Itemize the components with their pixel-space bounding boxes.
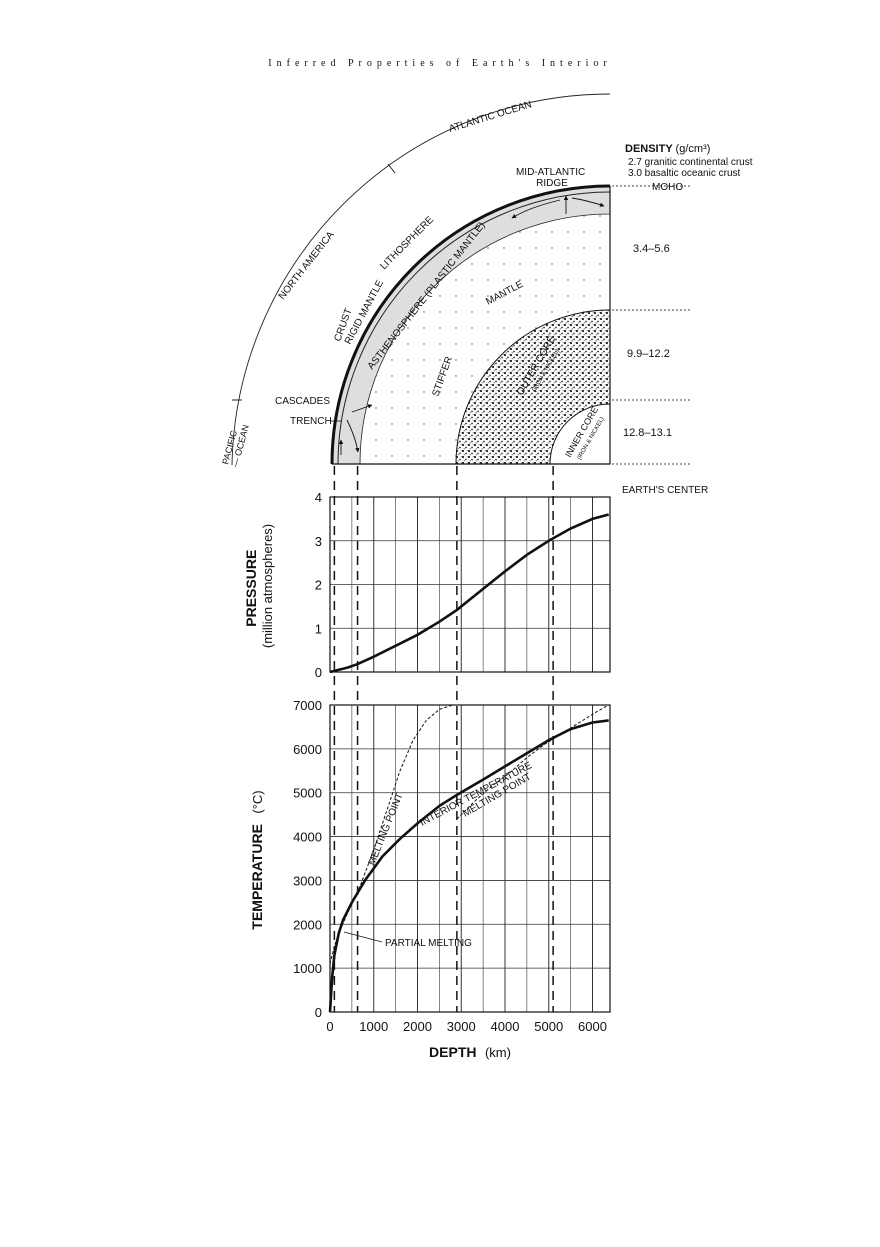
cascades-label: CASCADES <box>275 396 330 407</box>
boundary-dashed-lines <box>333 466 554 1012</box>
density-continental: 2.7 granitic continental crust <box>628 157 753 168</box>
plot-frame <box>329 496 611 673</box>
temperature-chart: 0 1000 2000 3000 4000 5000 6000 7000 0 1000 2000 30… <box>293 698 611 1034</box>
density-outer-core: 9.9–12.2 <box>627 348 670 360</box>
temperature-axis-title: TEMPERATURE (°C) <box>249 790 266 929</box>
page-title: Inferred Properties of Earth's Interior <box>268 58 612 69</box>
y-tick-label: 7000 <box>293 698 322 713</box>
depth-axis-title: DEPTH (km) <box>429 1044 511 1061</box>
x-tick-label: 1000 <box>359 1019 388 1034</box>
earths-center-label: EARTH'S CENTER <box>622 485 708 496</box>
x-tick-label: 0 <box>326 1019 333 1034</box>
surface-arc <box>231 93 611 466</box>
depth-axis-unit: (km) <box>485 1045 511 1060</box>
mid-atlantic-ridge-label: MID-ATLANTIC RIDGE <box>516 167 588 189</box>
y-tick-label: 1 <box>315 621 322 636</box>
pacific-ocean-label: PACIFIC — OCEAN <box>220 421 251 468</box>
interior-temperature-label: INTERIOR TEMPERATURE <box>418 760 534 829</box>
pressure-axis-label: PRESSURE <box>243 550 259 627</box>
x-tick-label: 3000 <box>447 1019 476 1034</box>
y-tick-label: 3 <box>315 534 322 549</box>
pressure-axis-unit: (million atmospheres) <box>260 524 275 648</box>
series-line-0 <box>329 513 610 674</box>
cascades-arrow <box>351 404 373 413</box>
y-tick-label: 4 <box>315 490 322 505</box>
temperature-axis-label: TEMPERATURE <box>249 824 265 930</box>
y-tick-label: 5000 <box>293 786 322 801</box>
density-mantle: 3.4–5.6 <box>633 243 670 255</box>
y-tick-label: 4000 <box>293 830 322 845</box>
y-tick-label: 2 <box>315 578 322 593</box>
density-unit: (g/cm³) <box>676 143 711 155</box>
y-tick-label: 0 <box>315 1005 322 1020</box>
melting-point-mantle-label: MELTING POINT <box>367 792 406 868</box>
subduction-arrow-down <box>346 419 360 453</box>
ridge-line1: MID-ATLANTIC <box>516 167 585 178</box>
earth-cross-section: ATLANTIC OCEAN NORTH AMERICA PACIFIC — O… <box>220 93 753 496</box>
density-inner-core: 12.8–13.1 <box>623 427 672 439</box>
series-line-2 <box>456 704 609 820</box>
moho-label: MOHO <box>652 182 683 193</box>
density-title: DENSITY (g/cm³) <box>625 143 710 155</box>
north-america-label: NORTH AMERICA <box>277 229 337 302</box>
x-tick-label: 5000 <box>534 1019 563 1034</box>
crust-edge <box>330 184 611 465</box>
plot-frame <box>329 704 611 1013</box>
x-tick-label: 6000 <box>578 1019 607 1034</box>
ridge-arrow-right <box>571 197 605 207</box>
temperature-axis-unit: (°C) <box>250 790 265 813</box>
x-tick-label: 2000 <box>403 1019 432 1034</box>
pressure-chart: 0 1 2 3 4 <box>315 490 611 680</box>
partial-melting-pointer <box>343 931 383 943</box>
na-atlantic-divider <box>387 163 396 174</box>
charts-group: 0 1 2 3 4 0 1000 2000 3000 4000 5000 6000 7000 0 1000… <box>243 466 611 1061</box>
ridge-arrow-left <box>511 199 561 219</box>
depth-axis-label: DEPTH <box>429 1044 476 1060</box>
trench-label: TRENCH <box>290 416 332 427</box>
y-tick-label: 6000 <box>293 742 322 757</box>
density-title-text: DENSITY <box>625 143 673 155</box>
y-tick-label: 0 <box>315 665 322 680</box>
rigid-mantle-line <box>337 191 611 465</box>
x-tick-label: 4000 <box>491 1019 520 1034</box>
pressure-axis-title: PRESSURE (million atmospheres) <box>243 524 275 648</box>
inner-core-region <box>549 403 611 465</box>
ridge-line2: RIDGE <box>536 178 568 189</box>
density-oceanic: 3.0 basaltic oceanic crust <box>628 168 741 179</box>
y-tick-label: 2000 <box>293 917 322 932</box>
series-line-1 <box>329 704 453 964</box>
y-tick-label: 1000 <box>293 961 322 976</box>
y-tick-label: 3000 <box>293 873 322 888</box>
partial-melting-label: PARTIAL MELTING <box>385 938 472 949</box>
atlantic-ocean-label: ATLANTIC OCEAN <box>448 99 533 135</box>
